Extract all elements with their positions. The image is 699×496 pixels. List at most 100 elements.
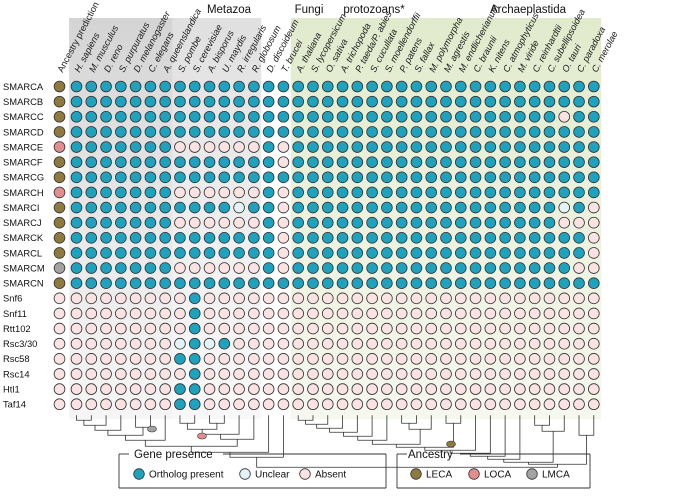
presence-dot	[573, 156, 585, 168]
presence-dot	[218, 383, 231, 395]
presence-dot	[144, 322, 157, 335]
presence-dot	[381, 262, 393, 274]
presence-dot	[558, 186, 571, 199]
presence-dot	[395, 368, 408, 380]
presence-dot	[366, 186, 378, 199]
gene-row-label: SMARCF	[3, 157, 43, 168]
presence-dot	[307, 247, 319, 259]
presence-dot	[233, 95, 245, 108]
presence-dot	[115, 201, 127, 214]
presence-dot	[115, 216, 127, 229]
presence-dot	[469, 141, 482, 153]
presence-dot	[410, 322, 423, 335]
ancestry-dot	[53, 110, 66, 123]
presence-dot	[233, 307, 245, 320]
presence-dot	[218, 126, 231, 138]
presence-dot	[558, 95, 571, 108]
presence-dot	[484, 171, 497, 184]
presence-dot	[307, 216, 319, 229]
presence-dot	[292, 171, 305, 184]
presence-dot	[587, 398, 600, 411]
presence-dot	[188, 337, 201, 350]
presence-dot	[159, 216, 171, 229]
presence-dot	[218, 186, 231, 199]
presence-dot	[395, 307, 408, 320]
presence-dot	[307, 110, 319, 123]
presence-dot	[174, 201, 186, 214]
gene-row-label: SMARCG	[3, 172, 44, 183]
presence-dot	[307, 337, 319, 350]
ancestry-dot	[53, 186, 66, 199]
presence-dot	[514, 186, 526, 199]
presence-dot	[499, 277, 511, 289]
presence-dot	[174, 126, 186, 138]
presence-dot	[440, 337, 452, 350]
presence-dot	[233, 262, 245, 274]
presence-dot	[425, 353, 438, 365]
presence-dot	[307, 141, 319, 153]
presence-dot	[514, 110, 526, 123]
presence-dot	[144, 383, 157, 395]
tree-branch	[528, 435, 587, 465]
presence-dot	[144, 126, 157, 138]
presence-dot	[70, 95, 83, 108]
presence-dot	[425, 232, 438, 244]
presence-dot	[218, 277, 231, 289]
presence-dot	[248, 232, 260, 244]
presence-dot	[85, 292, 98, 305]
presence-dot	[484, 126, 497, 138]
presence-dot	[514, 141, 526, 153]
presence-dot	[573, 201, 585, 214]
presence-dot	[558, 383, 571, 395]
presence-dot	[514, 262, 526, 274]
presence-dot	[395, 201, 408, 214]
presence-dot	[144, 277, 157, 289]
presence-dot	[174, 398, 186, 411]
presence-dot	[543, 141, 556, 153]
presence-dot	[558, 171, 571, 184]
presence-dot	[469, 277, 482, 289]
presence-dot	[292, 292, 305, 305]
presence-dot	[248, 322, 260, 335]
presence-dot	[233, 216, 245, 229]
presence-dot	[85, 216, 98, 229]
presence-dot	[203, 383, 216, 395]
presence-dot	[528, 80, 541, 93]
presence-dot	[484, 141, 497, 153]
presence-dot	[100, 216, 112, 229]
presence-dot	[129, 232, 142, 244]
presence-dot	[248, 171, 260, 184]
presence-dot	[159, 110, 171, 123]
presence-dot	[425, 95, 438, 108]
presence-dot	[573, 247, 585, 259]
presence-dot	[188, 80, 201, 93]
presence-dot	[587, 232, 600, 244]
presence-dot	[381, 353, 393, 365]
presence-dot	[410, 398, 423, 411]
presence-dot	[454, 277, 467, 289]
presence-dot	[115, 307, 127, 320]
presence-dot	[248, 368, 260, 380]
presence-dot	[218, 110, 231, 123]
presence-dot	[381, 80, 393, 93]
presence-dot	[70, 216, 83, 229]
presence-dot	[499, 110, 511, 123]
group-label-fungi: Fungi	[295, 4, 324, 16]
presence-dot	[336, 216, 349, 229]
presence-dot	[499, 353, 511, 365]
presence-dot	[188, 307, 201, 320]
presence-dot	[307, 201, 319, 214]
presence-dot	[469, 80, 482, 93]
ancestry-dot	[53, 337, 66, 350]
presence-dot	[277, 201, 290, 214]
presence-dot	[381, 247, 393, 259]
presence-dot	[469, 186, 482, 199]
presence-dot	[514, 322, 526, 335]
presence-dot	[543, 368, 556, 380]
presence-dot	[587, 307, 600, 320]
presence-dot	[159, 126, 171, 138]
presence-dot	[248, 186, 260, 199]
ancestry-dot	[53, 80, 66, 93]
presence-dot	[425, 216, 438, 229]
presence-dot	[558, 216, 571, 229]
